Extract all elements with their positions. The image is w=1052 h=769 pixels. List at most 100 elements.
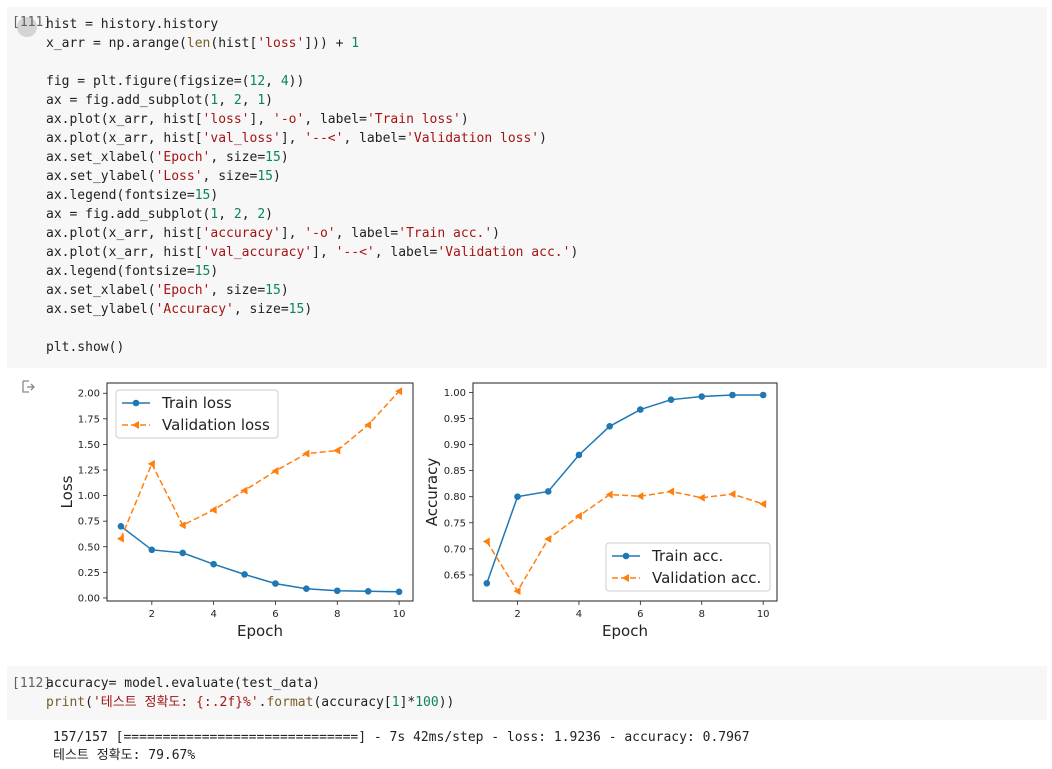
code-token: fig = plt.figure(figsize=(: [46, 74, 250, 89]
code-token: 15: [265, 283, 281, 298]
code-token: ,: [218, 207, 234, 222]
code-token: ): [492, 226, 500, 241]
code-token: x_arr = np.arange(: [46, 36, 187, 51]
x-tick-label: 2: [149, 609, 155, 620]
data-point: [148, 546, 156, 554]
code-token: 'accuracy': [202, 226, 281, 241]
code-line: ax.plot(x_arr, hist['loss'], '-o', label…: [46, 110, 469, 129]
code-token: ): [265, 93, 273, 108]
code-line: ax = fig.add_subplot(1, 2, 2): [46, 205, 273, 224]
code-token: '테스트 정확도: {:.2f}%': [92, 695, 259, 710]
code-token: , label=: [343, 131, 407, 146]
data-point: [272, 580, 279, 587]
code-line: ax.legend(fontsize=15): [46, 262, 218, 281]
x-tick-label: 8: [334, 609, 340, 620]
y-tick-label: 1.25: [78, 465, 100, 476]
code-cell-112[interactable]: [112] accuracy= model.evaluate(test_data…: [0, 660, 1052, 720]
code-token: 12: [249, 74, 266, 89]
output-accuracy-line: 테스트 정확도: 79.67%: [53, 748, 196, 763]
code-token: 2: [233, 207, 242, 222]
code-token: ): [570, 245, 579, 260]
code-token: ax = fig.add_subplot(: [46, 207, 211, 222]
code-token: 15: [194, 188, 211, 203]
code-editor[interactable]: [7, 7, 1047, 368]
code-token: ax.plot(x_arr, hist[: [46, 131, 203, 146]
code-token: , label=: [335, 226, 399, 241]
code-line: ax.plot(x_arr, hist['val_accuracy'], '--…: [46, 243, 578, 262]
data-point: [240, 486, 248, 495]
code-token: 15: [194, 264, 211, 279]
code-token: , size=: [210, 150, 266, 165]
code-token: .: [258, 695, 267, 710]
y-tick-label: 0.95: [444, 414, 466, 425]
code-line: fig = plt.figure(figsize=(12, 4)): [46, 72, 304, 91]
code-token: ): [460, 112, 469, 127]
code-token: format: [266, 695, 314, 710]
code-token: len: [186, 36, 211, 51]
code-token: ): [280, 283, 289, 298]
code-token: 'Accuracy': [155, 302, 234, 317]
data-point: [482, 537, 490, 546]
output-progress-line: 157/157 [==============================]…: [53, 730, 750, 745]
code-token: ],: [312, 245, 336, 260]
code-token: ax.legend(fontsize=: [46, 188, 195, 203]
code-token: 'loss': [202, 112, 250, 127]
code-line: ax.set_xlabel('Epoch', size=15): [46, 281, 289, 300]
x-tick-label: 4: [210, 609, 216, 620]
code-token: ,: [241, 93, 258, 108]
x-tick-label: 6: [637, 609, 643, 620]
y-tick-label: 0.50: [78, 542, 100, 553]
code-line: x_arr = np.arange(len(hist['loss'])) + 1: [46, 34, 359, 53]
code-token: 1: [351, 36, 360, 51]
data-point: [574, 511, 582, 520]
training-charts: 2 4 6 8 10 0.00 0.25 0.50 0.75 1.00 1.25 1.50 1.75 2.…: [58, 382, 778, 640]
x-axis-label: Epoch: [237, 622, 283, 640]
code-token: ],: [249, 112, 273, 127]
data-point: [759, 391, 767, 399]
chart-1: 2 4 6 8 10 0.00 0.25 0.50 0.75 1.00 1.25 1.50 1.75 2.…: [58, 382, 414, 640]
cell-prompt: [111]: [12, 15, 52, 30]
x-tick-label: 8: [699, 609, 705, 620]
code-token: ,: [218, 93, 234, 108]
code-token: 15: [257, 169, 273, 184]
code-token: 1: [210, 93, 219, 108]
code-token: ax.plot(x_arr, hist[: [46, 226, 203, 241]
cell-prompt: [112]: [12, 676, 52, 691]
y-tick-label: 1.75: [78, 414, 100, 425]
y-tick-label: 0.00: [78, 593, 100, 604]
code-token: ]*: [399, 695, 416, 710]
data-point: [178, 521, 186, 530]
code-line: ax.plot(x_arr, hist['accuracy'], '-o', l…: [46, 224, 500, 243]
data-point: [667, 487, 675, 496]
output-arrow-icon[interactable]: [20, 379, 36, 395]
code-line: ax = fig.add_subplot(1, 2, 1): [46, 91, 273, 110]
legend-marker: [132, 399, 140, 407]
chart-2: 2 4 6 8 10 0.65 0.70 0.75 0.80 0.85 0.90 0.95 1.00 Ep…: [423, 382, 778, 640]
code-editor[interactable]: [7, 666, 1047, 720]
code-token: ax.plot(x_arr, hist[: [46, 245, 203, 260]
code-token: , size=: [233, 302, 289, 317]
x-tick-label: 2: [514, 609, 520, 620]
legend: Train loss Validation loss: [115, 389, 279, 439]
x-axis-label: Epoch: [602, 622, 648, 640]
code-token: ax = fig.add_subplot(: [46, 93, 211, 108]
code-token: (: [85, 695, 93, 710]
code-token: , label=: [374, 245, 438, 260]
y-tick-label: 1.00: [444, 388, 466, 399]
data-point: [575, 451, 583, 459]
run-cell-button[interactable]: [17, 17, 37, 37]
code-token: , label=: [304, 112, 367, 127]
data-point: [697, 493, 705, 502]
code-token: 'Validation acc.': [437, 245, 571, 260]
code-token: '-o': [304, 226, 336, 241]
code-cell-111[interactable]: [111] hist = history.history x_arr = np.a…: [0, 0, 1052, 370]
code-line: ax.legend(fontsize=15): [46, 186, 218, 205]
data-point: [605, 490, 613, 499]
code-token: 15: [288, 302, 305, 317]
code-token: ax.set_ylabel(: [46, 169, 156, 184]
data-point: [241, 571, 248, 578]
data-point: [729, 391, 736, 399]
code-token: 'val_accuracy': [202, 245, 313, 260]
code-token: 4: [280, 74, 289, 89]
code-token: (accuracy[: [313, 695, 392, 710]
